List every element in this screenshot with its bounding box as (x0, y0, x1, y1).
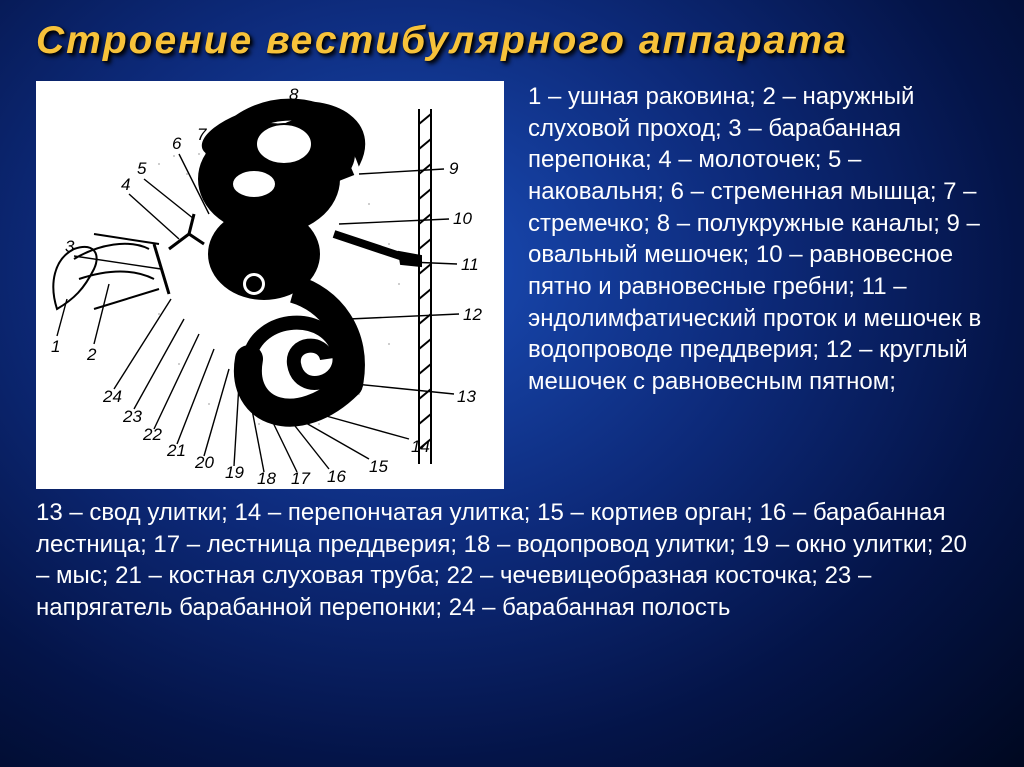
svg-text:22: 22 (142, 425, 162, 444)
svg-text:1: 1 (51, 337, 60, 356)
svg-text:7: 7 (197, 125, 207, 144)
anatomical-diagram: 1 2 3 4 5 6 7 8 9 10 11 12 13 14 15 16 1… (36, 81, 504, 489)
svg-text:2: 2 (86, 345, 97, 364)
legend-upper: 1 – ушная раковина; 2 – наружный слухово… (528, 81, 988, 489)
svg-text:9: 9 (449, 159, 459, 178)
svg-text:4: 4 (121, 175, 130, 194)
ear-diagram-svg: 1 2 3 4 5 6 7 8 9 10 11 12 13 14 15 16 1… (39, 84, 501, 486)
upper-row: 1 2 3 4 5 6 7 8 9 10 11 12 13 14 15 16 1… (36, 81, 988, 489)
svg-text:6: 6 (172, 134, 182, 153)
svg-text:10: 10 (453, 209, 472, 228)
page-title: Строение вестибулярного аппарата (36, 20, 988, 63)
svg-text:15: 15 (369, 457, 388, 476)
svg-text:5: 5 (137, 159, 147, 178)
svg-text:3: 3 (65, 237, 75, 256)
svg-text:19: 19 (225, 463, 244, 482)
svg-text:11: 11 (461, 255, 479, 274)
svg-text:17: 17 (291, 469, 310, 486)
svg-text:13: 13 (457, 387, 476, 406)
svg-text:16: 16 (327, 467, 346, 486)
svg-text:18: 18 (257, 469, 276, 486)
svg-text:24: 24 (102, 387, 122, 406)
svg-text:12: 12 (463, 305, 482, 324)
svg-text:14: 14 (411, 437, 430, 456)
legend-lower: 13 – свод улитки; 14 – перепончатая улит… (36, 497, 988, 624)
svg-text:8: 8 (289, 85, 299, 104)
svg-text:20: 20 (194, 453, 214, 472)
svg-text:21: 21 (166, 441, 186, 460)
svg-text:23: 23 (122, 407, 142, 426)
